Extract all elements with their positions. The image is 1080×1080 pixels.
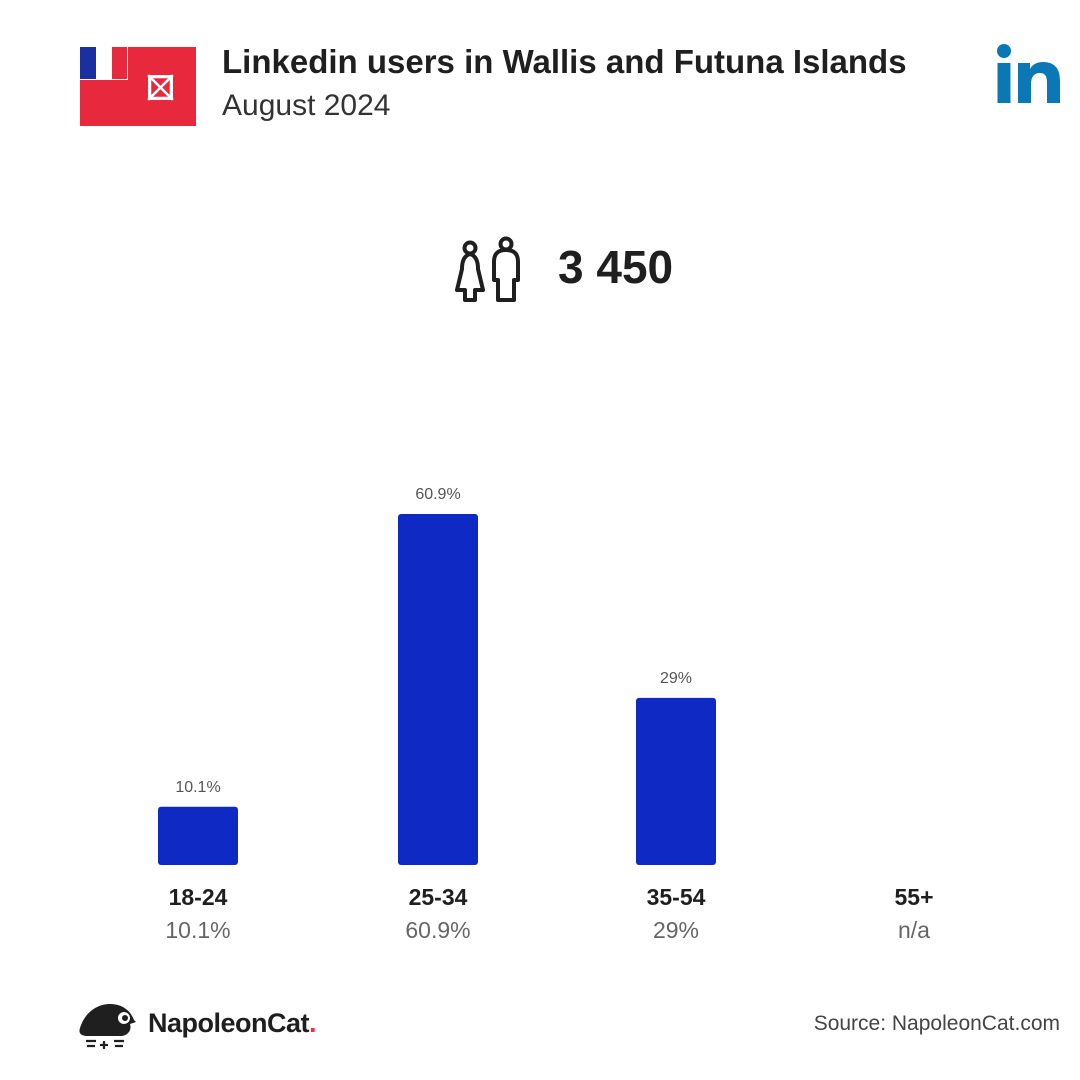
category-value: 29% <box>653 917 699 943</box>
bar-value-label: 60.9% <box>415 486 460 503</box>
page-title: Linkedin users in Wallis and Futuna Isla… <box>222 43 907 80</box>
category-label: 35-54 <box>647 884 706 910</box>
bar-value-label: 29% <box>660 670 692 687</box>
category-label: 55+ <box>894 884 933 910</box>
linkedin-logo-icon <box>997 44 1060 103</box>
category-value: n/a <box>898 917 930 943</box>
bar-25-34 <box>398 514 478 865</box>
bar-18-24 <box>158 806 238 865</box>
bar-value-label: 10.1% <box>175 779 220 796</box>
category-label: 18-24 <box>169 884 228 910</box>
category-value: 10.1% <box>165 917 230 943</box>
bar-35-54 <box>636 697 716 865</box>
category-label: 25-34 <box>409 884 468 910</box>
category-value: 60.9% <box>405 917 470 943</box>
people-icon <box>455 236 520 302</box>
brand-name: NapoleonCat. <box>148 1008 317 1038</box>
napoleoncat-logo-icon <box>79 1004 136 1049</box>
page-subtitle: August 2024 <box>222 89 391 122</box>
age-bar-chart: 10.1% 18-24 10.1% 60.9% 25-34 60.9% 29% 35-54 29… <box>158 486 934 943</box>
wallis-and-futuna-flag-icon <box>80 47 196 126</box>
source-text: Source: NapoleonCat.com <box>813 1012 1060 1035</box>
total-users: 3 450 <box>558 241 674 293</box>
